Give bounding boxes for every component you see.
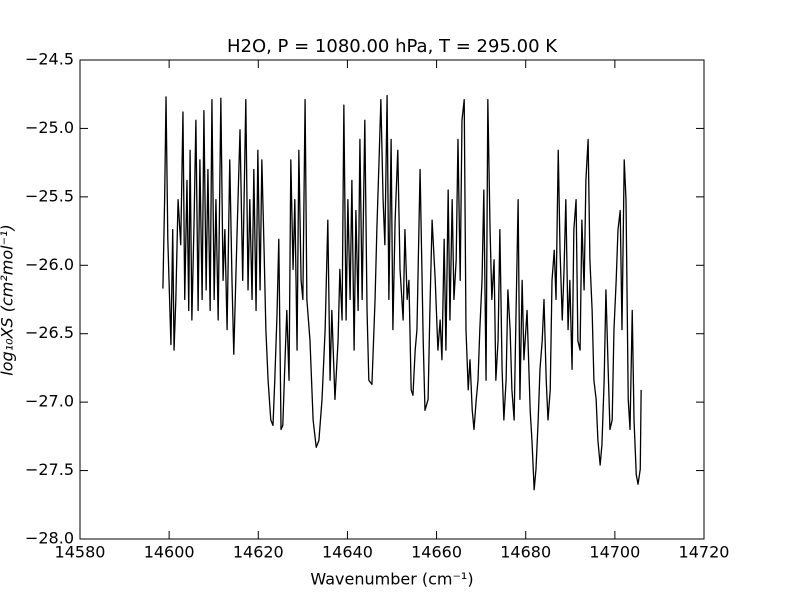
y-axis-label: log₁₀XS (cm²mol⁻¹)	[0, 224, 17, 375]
y-tick-label: −27.0	[25, 392, 74, 411]
y-tick-label: −25.5	[25, 186, 74, 205]
y-tick-label: −27.5	[25, 460, 74, 479]
y-tick-label: −28.0	[25, 529, 74, 548]
x-tick-label: 14620	[233, 543, 284, 562]
data-line	[162, 94, 642, 491]
y-tick-label: −25.0	[25, 118, 74, 137]
plot-frame	[79, 59, 705, 540]
x-tick-label: 14720	[679, 543, 730, 562]
chart-title: H2O, P = 1080.00 hPa, T = 295.00 K	[227, 36, 558, 57]
x-tick-label: 14660	[411, 543, 462, 562]
y-tick-label: −24.5	[25, 50, 74, 69]
x-tick-label: 14580	[55, 543, 106, 562]
x-tick-label: 14680	[500, 543, 551, 562]
y-tick-label: −26.0	[25, 255, 74, 274]
y-tick-label: −26.5	[25, 323, 74, 342]
x-tick-label: 14700	[589, 543, 640, 562]
x-axis-label: Wavenumber (cm⁻¹)	[310, 570, 473, 589]
x-tick-label: 14640	[322, 543, 373, 562]
x-tick-label: 14600	[144, 543, 195, 562]
